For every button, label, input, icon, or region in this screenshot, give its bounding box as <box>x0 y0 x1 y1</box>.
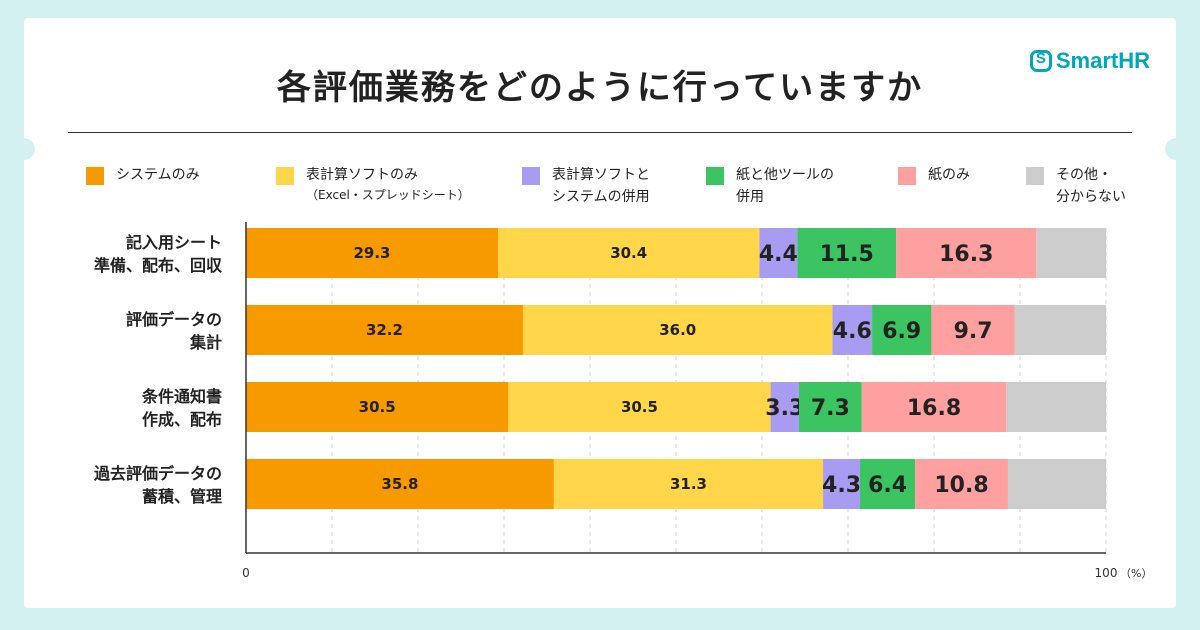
bar-segment <box>246 459 554 509</box>
data-label: 6.9 <box>882 319 921 344</box>
legend-swatch <box>522 167 540 185</box>
data-label: 30.5 <box>359 398 396 416</box>
legend-swatch <box>276 167 294 185</box>
legend-label: 紙のみ <box>928 167 970 183</box>
legend-item: システムのみ <box>86 164 200 186</box>
legend-swatch <box>898 167 916 185</box>
legend-sublabel: （Excel・スプレッドシート） <box>306 188 470 202</box>
legend-item: 表計算ソフトと システムの併用 <box>522 164 650 208</box>
bar-segment <box>1006 382 1106 432</box>
data-label: 16.8 <box>907 396 961 421</box>
data-label: 4.6 <box>833 319 872 344</box>
legend-label: 表計算ソフトと システムの併用 <box>552 167 650 205</box>
legend-swatch <box>706 167 724 185</box>
legend-label: 紙と他ツールの 併用 <box>736 167 834 205</box>
x-tick-label: 100 <box>1095 566 1118 580</box>
bar-segment <box>1007 459 1106 509</box>
chart-title: 各評価業務をどのように行っていますか <box>276 68 924 108</box>
data-label: 10.8 <box>934 473 988 498</box>
bar-segment <box>860 459 916 509</box>
legend-item: 紙のみ <box>898 164 970 186</box>
card-notch-left <box>13 138 35 160</box>
legend-item: 表計算ソフトのみ （Excel・スプレッドシート） <box>276 164 470 204</box>
bar-segment <box>246 305 523 355</box>
data-label: 7.3 <box>811 396 850 421</box>
legend-label: 表計算ソフトのみ （Excel・スプレッドシート） <box>306 167 470 202</box>
x-tick-label: 0 <box>242 566 250 580</box>
legend-item: 紙と他ツールの 併用 <box>706 164 834 208</box>
data-label: 32.2 <box>366 321 403 339</box>
category-label: 作成、配布 <box>142 410 222 429</box>
bar-segment <box>522 305 833 355</box>
smarthr-logo-icon <box>1029 50 1052 72</box>
bar-segment <box>915 459 1008 509</box>
category-label: 条件通知書 <box>141 387 222 406</box>
bar-segment <box>861 382 1007 432</box>
category-label: 準備、配布、回収 <box>94 256 223 275</box>
category-label: 集計 <box>189 333 222 352</box>
bar-segment <box>1014 305 1106 355</box>
data-label: 3.3 <box>765 396 804 421</box>
data-label: 35.8 <box>381 475 418 493</box>
legend: システムのみ 表計算ソフトのみ （Excel・スプレッドシート） 表計算ソフトと シス… <box>86 164 1146 224</box>
data-label: 31.3 <box>670 475 707 493</box>
title-divider <box>68 132 1132 133</box>
data-label: 16.3 <box>939 242 993 267</box>
bar-segment <box>797 228 897 278</box>
legend-swatch <box>1026 167 1044 185</box>
bar-segment <box>246 228 498 278</box>
category-label: 評価データの <box>126 310 222 329</box>
logo-text: SmartHR <box>1055 48 1150 73</box>
bar-segment <box>497 228 760 278</box>
bar-segment <box>553 459 824 509</box>
bar-segment <box>508 382 771 432</box>
data-label: 36.0 <box>659 321 696 339</box>
stacked-bar-chart: 29.3 30.4 4.4 11.5 16.3 記入用シート準備、配布、回収 32.2 36.… <box>24 0 1176 630</box>
legend-label: システムのみ <box>116 167 200 183</box>
bar-segment <box>770 382 799 432</box>
bar-segment <box>896 228 1037 278</box>
bar-segment <box>246 382 509 432</box>
category-label: 過去評価データの <box>93 464 222 483</box>
data-label: 4.4 <box>759 242 798 267</box>
data-label: 11.5 <box>820 242 874 267</box>
bar-segment <box>872 305 932 355</box>
bar-segment <box>823 459 861 509</box>
data-label: 9.7 <box>954 319 993 344</box>
data-label: 30.4 <box>610 244 647 262</box>
data-label: 6.4 <box>868 473 907 498</box>
legend-item: その他・ 分からない <box>1026 164 1126 208</box>
bar-segment <box>931 305 1015 355</box>
bar-segment <box>759 228 798 278</box>
data-label: 29.3 <box>353 244 390 262</box>
card-notch-right <box>1165 138 1187 160</box>
x-unit-label: （%） <box>1120 567 1152 580</box>
category-label: 記入用シート <box>126 233 222 252</box>
legend-label: その他・ 分からない <box>1056 167 1126 205</box>
data-label: 4.3 <box>822 473 861 498</box>
category-label: 蓄積、管理 <box>142 487 222 506</box>
bar-segment <box>1036 228 1106 278</box>
bar-segment <box>798 382 862 432</box>
bar-segment <box>832 305 873 355</box>
smarthr-logo: SmartHR <box>1029 48 1150 74</box>
legend-swatch <box>86 167 104 185</box>
data-label: 30.5 <box>621 398 658 416</box>
